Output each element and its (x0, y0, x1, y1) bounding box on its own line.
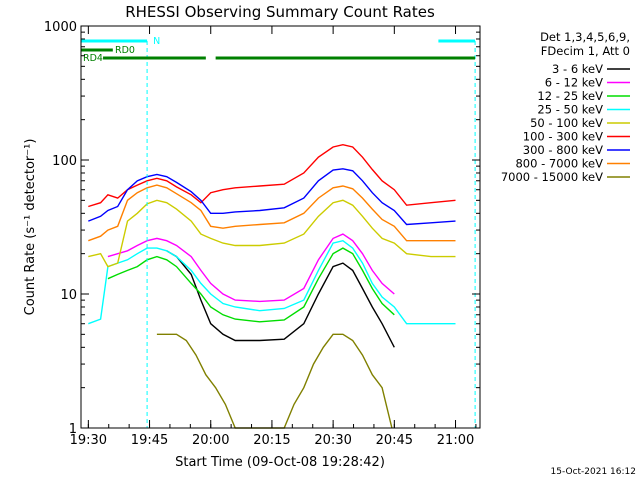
y-axis: 1 10 100 1000 (44, 20, 480, 437)
plot-border (80, 25, 481, 429)
footer-date: 15-Oct-2021 16:12 (551, 467, 636, 477)
x-tick-label: 20:45 (376, 433, 413, 448)
legend-entry-4: 25 - 50 keV (537, 103, 603, 117)
y-tick-label: 100 (52, 154, 77, 169)
y-axis-label: Count Rate (s⁻¹ detector⁻¹) (23, 139, 38, 316)
y-tick-label: 1 (69, 422, 77, 437)
x-tick-label: 20:15 (253, 433, 290, 448)
x-tick-label: 19:45 (131, 433, 168, 448)
series-line-4 (88, 239, 456, 325)
plot-area: N RD0 RD4 (81, 36, 476, 429)
x-tick-label: 20:00 (192, 433, 229, 448)
legend-entry-7: 300 - 800 keV (523, 143, 603, 157)
y-tick-label: 10 (60, 288, 77, 303)
plot-frame (80, 25, 481, 429)
x-axis-label: Start Time (09-Oct-08 19:28:42) (175, 455, 385, 470)
legend-entry-6: 100 - 300 keV (523, 130, 603, 144)
annotation-label-rd4: RD4 (83, 53, 103, 64)
x-tick-label: 20:30 (314, 433, 351, 448)
legend-entry-2: 6 - 12 keV (545, 76, 603, 90)
legend-entry-3: 12 - 25 keV (537, 89, 603, 103)
series-line-1 (166, 250, 395, 348)
legend-entry-8: 800 - 7000 keV (515, 157, 603, 171)
series-line-7 (88, 168, 456, 226)
legend-entry-9: 7000 - 15000 keV (501, 170, 603, 184)
series-line-6 (88, 143, 456, 208)
x-axis: 19:30 19:45 20:00 20:15 20:30 20:45 21:00 (70, 26, 477, 448)
legend-entry-5: 50 - 100 keV (530, 116, 603, 130)
series-line-8 (88, 184, 456, 242)
x-tick-label: 19:30 (70, 433, 107, 448)
series-line-9 (156, 333, 393, 429)
series-line-3 (107, 247, 395, 323)
annotation-label-n: N (153, 36, 160, 47)
x-tick-label: 21:00 (437, 433, 474, 448)
legend-entry-1: 3 - 6 keV (552, 62, 603, 76)
y-tick-label: 1000 (44, 20, 77, 35)
legend-header-2: FDecim 1, Att 0 (541, 44, 630, 58)
legend: Det 1,3,4,5,6,9,FDecim 1, Att 0 3 - 6 keV… (501, 30, 630, 184)
series-line-5 (88, 199, 456, 268)
series-line-2 (107, 233, 395, 303)
chart-title: RHESSI Observing Summary Count Rates (125, 3, 435, 21)
legend-header-1: Det 1,3,4,5,6,9, (540, 30, 630, 44)
annotation-label-rd0: RD0 (115, 45, 135, 56)
